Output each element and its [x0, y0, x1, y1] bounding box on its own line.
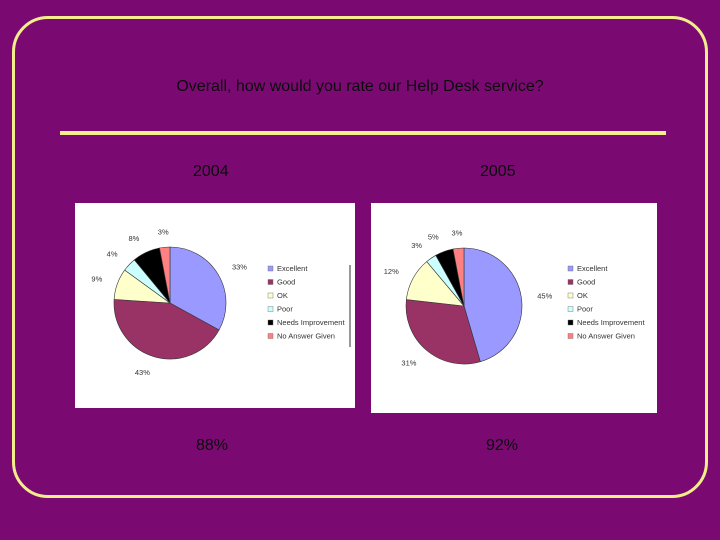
- slide-title: Overall, how would you rate our Help Des…: [176, 78, 544, 95]
- chart-2005-year: 2005: [480, 163, 516, 180]
- legend-swatch: [567, 292, 574, 299]
- chart-2004-panel: 33% 43% 9% 4% 8% 3% Excellent Good OK Poor Needs I…: [75, 203, 355, 408]
- pie-data-label: 9%: [91, 275, 102, 284]
- chart-2004-summary: 88%: [196, 437, 229, 454]
- chart-2005-svg: 45% 31% 12% 3% 5% 3% Excellent Good OK Poor Needs …: [384, 228, 646, 368]
- slide-frame: [12, 16, 708, 498]
- pie-data-label: 45%: [537, 291, 552, 300]
- legend-swatch: [267, 319, 274, 326]
- legend-swatch: [267, 279, 274, 285]
- pie-slice-good: [113, 299, 220, 360]
- legend-swatch: [567, 265, 574, 272]
- pie-data-label: 4%: [107, 250, 118, 259]
- chart-2005-summary: 92%: [486, 437, 519, 454]
- chart-2004-year: 2004: [193, 163, 229, 180]
- legend-swatch: [567, 279, 574, 285]
- legend-swatch: [267, 306, 274, 312]
- legend-swatch: [267, 292, 274, 299]
- pie-data-label: 3%: [158, 227, 169, 236]
- pie-slice-excellent: [169, 246, 227, 331]
- pie-slice-good: [405, 299, 481, 365]
- legend-entry-label: Good: [577, 278, 595, 287]
- legend-entry-label: Good: [277, 278, 295, 287]
- legend-entry-label: Poor: [277, 305, 293, 314]
- legend-entry-label: Poor: [577, 305, 593, 314]
- legend-swatch: [267, 333, 274, 339]
- legend-entry-label: Excellent: [577, 264, 608, 273]
- pie-slice-no-answer-given: [452, 247, 465, 307]
- chart-legend: Excellent Good OK Poor Needs Improvement No A…: [267, 264, 345, 341]
- pie-data-label: 5%: [428, 232, 439, 241]
- pie-slice-no-answer-given: [159, 246, 171, 304]
- pie-data-label: 43%: [135, 368, 150, 377]
- chart-2004-svg: 33% 43% 9% 4% 8% 3% Excellent Good OK Poor Needs I…: [91, 227, 351, 377]
- pie-data-label: 8%: [129, 234, 140, 243]
- pie-data-label: 3%: [411, 241, 422, 250]
- pie-data-label: 31%: [401, 359, 416, 368]
- legend-entry-label: Needs Improvement: [577, 318, 645, 327]
- legend-entry-label: No Answer Given: [577, 332, 635, 341]
- chart-legend: Excellent Good OK Poor Needs Improvement No A…: [567, 264, 645, 341]
- pie-slice-excellent: [463, 247, 523, 363]
- pie-data-label: 12%: [384, 267, 399, 276]
- legend-swatch: [567, 306, 574, 312]
- pie-data-label: 33%: [232, 262, 247, 271]
- legend-entry-label: No Answer Given: [277, 332, 335, 341]
- chart-2005-panel: 45% 31% 12% 3% 5% 3% Excellent Good OK Poor Needs …: [371, 203, 657, 413]
- legend-swatch: [567, 333, 574, 339]
- legend-entry-label: OK: [277, 291, 288, 300]
- pie-data-label: 3%: [452, 228, 463, 237]
- legend-swatch: [567, 319, 574, 326]
- legend-entry-label: OK: [577, 291, 588, 300]
- legend-entry-label: Excellent: [277, 264, 308, 273]
- legend-swatch: [267, 265, 274, 272]
- legend-entry-label: Needs Improvement: [277, 318, 345, 327]
- title-divider: [60, 131, 666, 135]
